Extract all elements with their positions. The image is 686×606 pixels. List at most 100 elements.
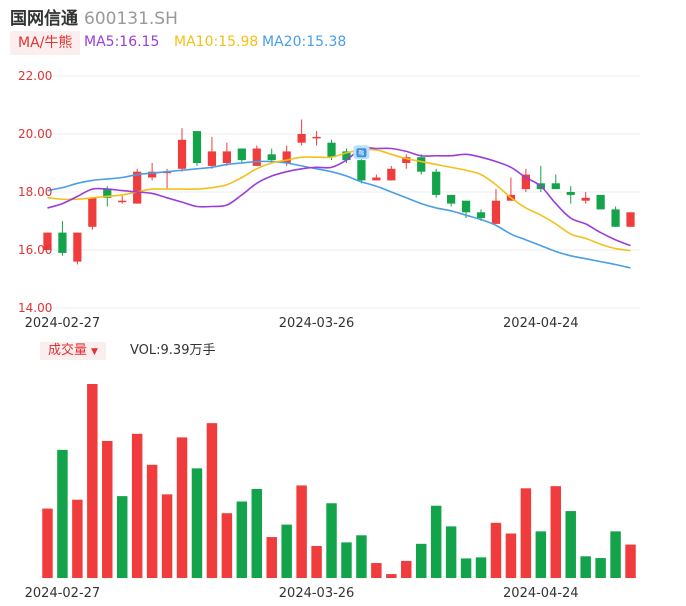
volume-bar <box>341 542 352 578</box>
volume-bar <box>505 533 517 578</box>
ma-indicator-tab[interactable]: MA/牛熊 <box>10 31 81 55</box>
volume-bar <box>460 558 472 578</box>
volume-bar <box>610 531 621 578</box>
candle <box>581 192 590 204</box>
candle <box>402 154 411 169</box>
candle-body <box>476 212 486 219</box>
candle <box>521 168 530 192</box>
candle-body <box>207 151 217 166</box>
x-tick-label: 2024-04-24 <box>503 316 579 331</box>
ma5-value: MA5:16.15 <box>84 34 160 50</box>
y-tick-label: 20.00 <box>18 127 52 141</box>
x-tick-label: 2024-03-26 <box>279 586 355 601</box>
stock-code: 600131.SH <box>84 9 178 29</box>
volume-bar <box>266 537 277 578</box>
volume-bar-series <box>42 384 636 578</box>
candle-body <box>297 134 306 143</box>
candle-body <box>222 151 231 163</box>
volume-bar <box>625 544 636 578</box>
candle-body <box>342 151 351 161</box>
candle-body <box>43 232 52 250</box>
margin-marker: 融 <box>353 145 370 160</box>
candle-body <box>581 197 590 201</box>
volume-bar <box>42 508 53 578</box>
volume-bar <box>87 384 98 578</box>
moving-average-lines <box>47 146 631 269</box>
x-tick-label: 2024-04-24 <box>503 586 579 601</box>
volume-bar <box>475 557 487 578</box>
candle-body <box>596 194 605 210</box>
candle-body <box>192 131 202 163</box>
candle <box>237 148 246 163</box>
candle <box>148 163 157 181</box>
candle-body <box>148 171 157 178</box>
candle <box>491 189 501 224</box>
volume-bar <box>371 563 382 578</box>
volume-bar <box>356 535 367 578</box>
volume-bar <box>191 468 203 578</box>
price-date-axis: 2024-02-27 2024-03-26 2024-04-24 <box>25 316 579 331</box>
volume-bar <box>565 511 576 578</box>
candle <box>432 168 441 198</box>
marker-label: 融 <box>358 149 364 157</box>
candle-body <box>267 154 276 161</box>
candle-body <box>58 232 67 253</box>
candle <box>566 186 575 204</box>
candle-body <box>118 200 127 203</box>
volume-bar <box>116 496 128 578</box>
candle <box>596 194 605 210</box>
candle-body <box>611 209 620 227</box>
volume-bar <box>386 574 397 578</box>
candle <box>118 194 127 204</box>
candle-body <box>447 194 456 204</box>
volume-bar <box>326 503 337 578</box>
volume-bar <box>445 526 457 578</box>
x-tick-label: 2024-02-27 <box>25 586 101 601</box>
stock-title: 国网信通 600131.SH <box>10 4 178 29</box>
volume-bar <box>430 505 442 578</box>
candle <box>626 212 635 227</box>
volume-date-axis: 2024-02-27 2024-03-26 2024-04-24 <box>25 586 579 601</box>
volume-bar <box>580 556 591 578</box>
ma10-value: MA10:15.98 <box>174 34 259 50</box>
candle-body <box>461 200 471 213</box>
candle-body <box>327 142 336 158</box>
candle-body <box>282 151 291 163</box>
candle-body <box>626 212 635 227</box>
ma20-value: MA20:15.38 <box>262 34 347 50</box>
volume-bar <box>281 524 292 578</box>
candle <box>417 154 426 175</box>
volume-bar <box>102 440 113 578</box>
candle <box>177 128 187 172</box>
candle <box>312 131 321 146</box>
ma5-line <box>47 146 631 247</box>
candle-body <box>252 148 261 166</box>
volume-bar <box>206 423 218 578</box>
candle <box>222 142 231 166</box>
volume-indicator-tab[interactable]: 成交量 ▼ <box>40 342 106 360</box>
candle <box>611 206 620 227</box>
y-tick-label: 14.00 <box>18 301 52 315</box>
y-tick-label: 16.00 <box>18 243 52 257</box>
candle <box>73 232 82 265</box>
volume-bar <box>251 489 263 578</box>
candle <box>357 157 366 184</box>
candle <box>297 119 306 146</box>
x-tick-label: 2024-03-26 <box>279 316 355 331</box>
candle-body <box>417 157 426 172</box>
candle-body <box>312 136 321 139</box>
dropdown-arrow-icon: ▼ <box>91 347 98 357</box>
volume-bar <box>72 499 83 578</box>
candle-body <box>521 174 530 190</box>
price-grid <box>38 75 640 309</box>
volume-bar <box>221 513 233 578</box>
candle-body <box>432 171 441 195</box>
marker-badge-inner <box>356 148 367 158</box>
volume-bar <box>490 522 502 578</box>
candle-body <box>177 139 187 169</box>
candle <box>372 174 381 181</box>
ma10-line <box>47 148 631 252</box>
candle <box>267 148 276 163</box>
volume-bar <box>146 464 158 578</box>
